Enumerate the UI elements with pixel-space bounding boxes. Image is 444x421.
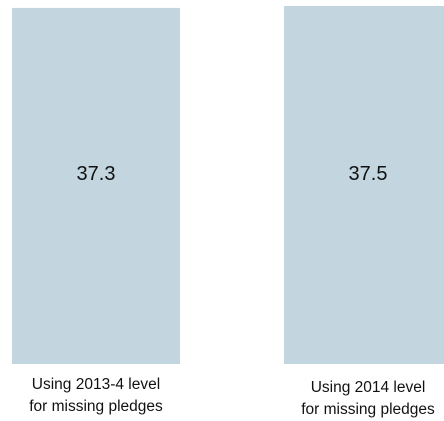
category-labels-group: Using 2013-4 level for missing pledgesUsi… xyxy=(29,376,435,418)
value-label-2: 37.5 xyxy=(349,163,388,185)
bar-1 xyxy=(12,7,180,365)
bar-2 xyxy=(284,6,444,364)
category-label-1-line-1: Using 2013-4 level xyxy=(32,376,160,393)
value-labels-group: 37.3 37.5 xyxy=(77,163,388,185)
category-label-1: Using 2013-4 level for missing pledges xyxy=(29,376,163,415)
category-label-2-line-1: Using 2014 level xyxy=(311,379,426,396)
category-label-2-line-2: for missing pledges xyxy=(301,401,435,418)
bars-group xyxy=(12,6,444,365)
value-label-1: 37.3 xyxy=(77,163,116,185)
category-label-1-line-2: for missing pledges xyxy=(29,398,163,415)
category-label-2: Using 2014 level for missing pledges xyxy=(301,379,435,418)
